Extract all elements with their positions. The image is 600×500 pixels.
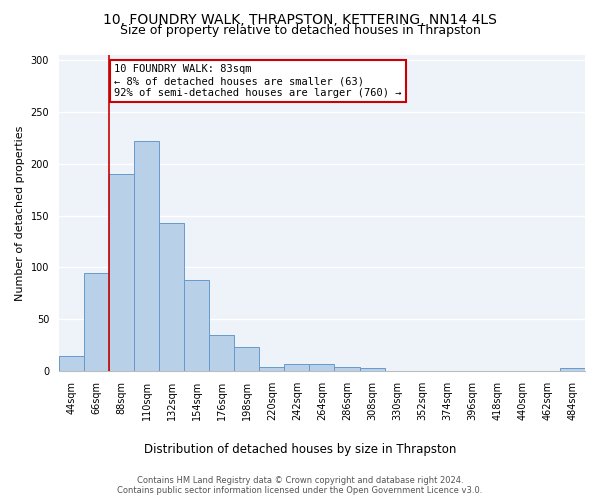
Bar	[84, 272, 109, 371]
Text: Size of property relative to detached houses in Thrapston: Size of property relative to detached ho…	[119, 24, 481, 37]
Text: Distribution of detached houses by size in Thrapston: Distribution of detached houses by size …	[144, 442, 456, 456]
Bar	[109, 174, 134, 371]
Bar	[259, 367, 284, 371]
Text: Contains HM Land Registry data © Crown copyright and database right 2024.
Contai: Contains HM Land Registry data © Crown c…	[118, 476, 482, 495]
Bar	[284, 364, 310, 371]
Bar	[159, 223, 184, 371]
Y-axis label: Number of detached properties: Number of detached properties	[15, 126, 25, 300]
Bar	[334, 367, 359, 371]
Bar	[560, 368, 585, 371]
Bar	[209, 334, 234, 371]
Bar	[134, 141, 159, 371]
Bar	[59, 356, 84, 371]
Bar	[234, 347, 259, 371]
Bar	[184, 280, 209, 371]
Text: 10, FOUNDRY WALK, THRAPSTON, KETTERING, NN14 4LS: 10, FOUNDRY WALK, THRAPSTON, KETTERING, …	[103, 12, 497, 26]
Bar	[310, 364, 334, 371]
Text: 10 FOUNDRY WALK: 83sqm
← 8% of detached houses are smaller (63)
92% of semi-deta: 10 FOUNDRY WALK: 83sqm ← 8% of detached …	[114, 64, 401, 98]
Bar	[359, 368, 385, 371]
